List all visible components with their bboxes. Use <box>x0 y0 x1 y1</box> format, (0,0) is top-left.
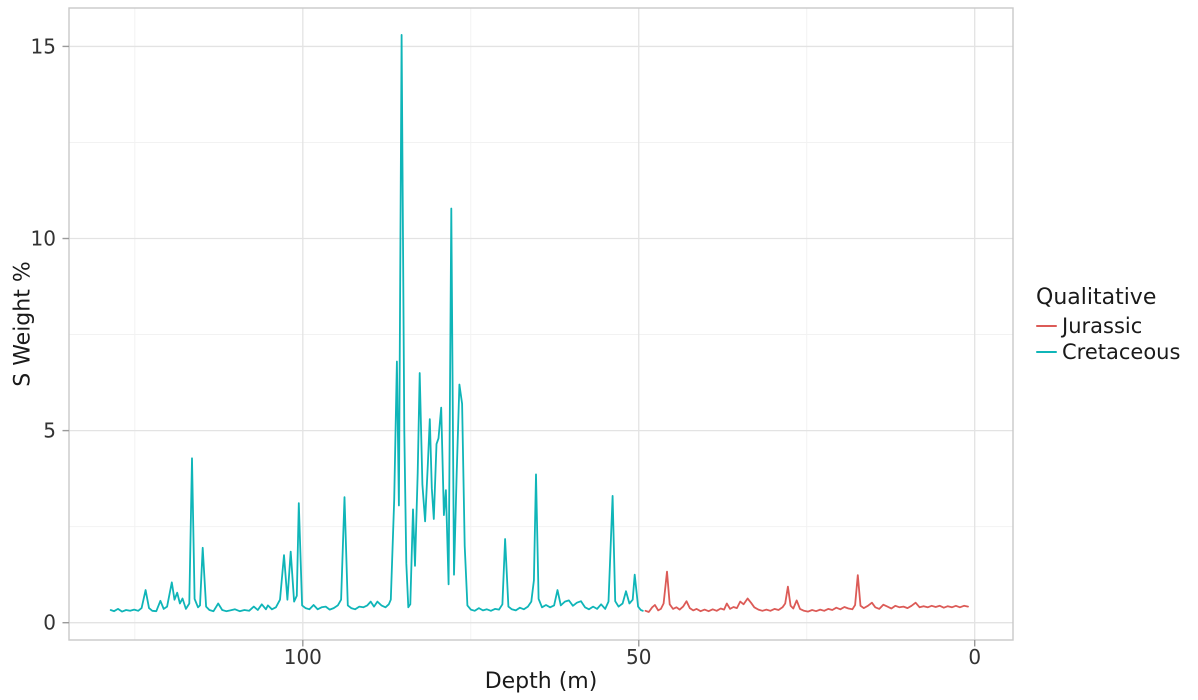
legend-label: Cretaceous <box>1062 340 1181 364</box>
y-tick-label: 10 <box>31 227 56 251</box>
panel-border <box>68 7 1014 641</box>
legend-title: Qualitative <box>1036 285 1157 310</box>
x-tick-label: 50 <box>626 645 651 669</box>
jurassic-line-swatch <box>1036 324 1057 328</box>
legend-label: Jurassic <box>1062 314 1143 338</box>
legend-item-jurassic: Jurassic <box>1036 313 1180 339</box>
series-line-jurassic <box>644 570 969 613</box>
plot-panel <box>69 8 1013 640</box>
y-tick-label: 0 <box>43 611 56 635</box>
legend: Qualitative Jurassic Cretaceous <box>1036 285 1180 365</box>
x-axis-title: Depth (m) <box>484 669 598 694</box>
cretaceous-line-swatch <box>1036 350 1057 354</box>
x-tick-label: 0 <box>968 645 981 669</box>
series-line-cretaceous <box>109 34 644 613</box>
legend-item-cretaceous: Cretaceous <box>1036 339 1180 365</box>
y-axis-title: S Weight % <box>10 261 36 387</box>
y-tick-label: 5 <box>43 419 56 443</box>
y-tick-label: 15 <box>31 34 56 58</box>
x-tick-label: 100 <box>284 645 322 669</box>
